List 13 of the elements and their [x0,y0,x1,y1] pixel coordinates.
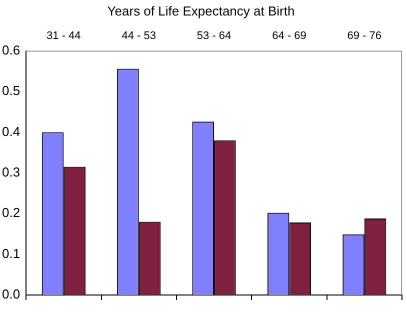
x-tick-label: 31 - 44 [46,30,81,42]
x-tick-label: 44 - 53 [122,30,156,42]
x-tick-label: 64 - 69 [272,30,306,42]
y-tick-label: 0.4 [2,124,20,139]
y-tick-label: 0.6 [2,42,20,58]
y-tick-label: 0.2 [2,205,20,220]
chart-title: Years of Life Expectancy at Birth [107,3,295,18]
x-tick-label: 53 - 64 [196,30,232,42]
y-tick-label: 0.3 [2,164,20,180]
x-tick-label: 69 - 76 [347,30,382,42]
y-tick-label: 0.1 [2,246,20,261]
y-tick-label: 0.5 [2,83,20,98]
y-tick-label: 0.0 [2,286,20,302]
